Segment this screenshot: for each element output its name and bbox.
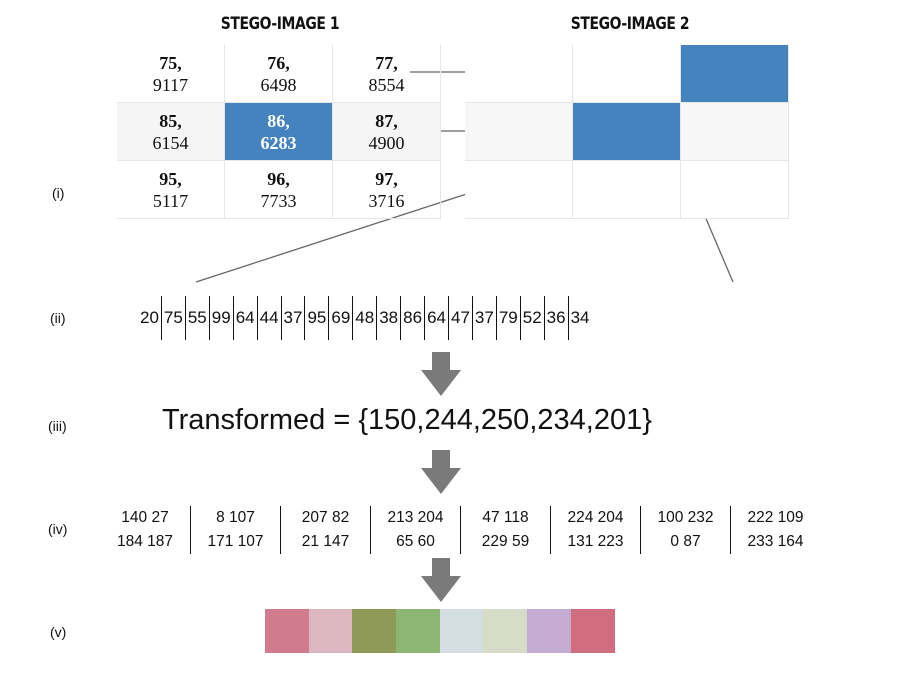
color-swatch (396, 609, 440, 653)
pixel-block-line: 229 59 (481, 533, 530, 550)
sequence-row: 20 75 55 99 64 44 37 95 69 48 38 86 64 47 37 79 52 36 34 (138, 296, 592, 340)
sequence-value: 95 (304, 296, 328, 340)
grid-cell-highlighted (573, 103, 681, 161)
pixel-block-line: 171 107 (207, 533, 264, 550)
pixel-block-line: 140 27 (121, 509, 169, 526)
sequence-value: 34 (567, 296, 592, 340)
grid-cell (681, 103, 789, 161)
sequence-value: 37 (471, 296, 496, 340)
pixel-block-line: 8 107 (216, 509, 255, 526)
pixel-block-line: 47 118 (482, 509, 529, 526)
sequence-value: 36 (543, 296, 568, 340)
sequence-value: 75 (160, 296, 185, 340)
down-arrow-2 (421, 450, 461, 494)
grid-cell: 97, 3716 (333, 161, 441, 219)
sequence-value: 79 (495, 296, 520, 340)
sequence-value: 99 (208, 296, 233, 340)
color-swatch (570, 609, 615, 653)
pixel-block: 213 204 65 60 (370, 506, 460, 554)
pixel-block: 100 232 0 87 (640, 506, 730, 554)
pixel-block: 207 82 21 147 (280, 506, 370, 554)
pixel-block-line: 233 164 (747, 533, 804, 550)
grid-cell (573, 161, 681, 219)
grid-cell: 75, 9117 (117, 45, 225, 103)
row-label-iv: (iv) (48, 521, 68, 537)
stego-image-1-grid: 75, 9117 76, 6498 77, 8554 85, 6154 86, 6283 … (117, 45, 441, 219)
down-arrow-1 (421, 352, 461, 396)
sequence-value: 86 (400, 296, 424, 340)
stego-image-1-title: STEGO-IMAGE 1 (220, 14, 340, 34)
pixel-block-line: 224 204 (567, 509, 624, 526)
color-swatch-row (265, 609, 615, 653)
pixel-block-line: 131 223 (567, 533, 624, 550)
grid-cell: 95, 5117 (117, 161, 225, 219)
down-arrow-3 (421, 558, 461, 602)
grid-cell: 76, 6498 (225, 45, 333, 103)
color-swatch (527, 609, 571, 653)
color-swatch (352, 609, 397, 653)
pixel-block: 224 204 131 223 (550, 506, 640, 554)
pixel-block: 140 27 184 187 (100, 506, 190, 554)
transformed-formula: Transformed = {150,244,250,234,201} (162, 404, 652, 436)
grid-cell: 96, 7733 (225, 161, 333, 219)
sequence-value: 64 (424, 296, 448, 340)
pixel-block: 47 118 229 59 (460, 506, 550, 554)
pixel-block: 222 109 233 164 (730, 506, 820, 554)
sequence-value: 47 (447, 296, 472, 340)
stego-image-2-grid (465, 45, 789, 219)
sequence-value: 20 (140, 308, 159, 327)
row-label-iii: (iii) (48, 418, 67, 434)
pixel-block-line: 184 187 (116, 533, 174, 550)
sequence-value: 52 (519, 296, 544, 340)
sequence-value: 69 (328, 296, 352, 340)
stego-image-2-title: STEGO-IMAGE 2 (570, 14, 690, 34)
row-label-v: (v) (50, 624, 67, 640)
grid-cell-highlighted: 86, 6283 (225, 103, 333, 161)
sequence-value: 44 (256, 296, 281, 340)
pixel-block-line: 222 109 (747, 509, 804, 526)
pixel-block: 8 107 171 107 (190, 506, 280, 554)
sequence-value: 55 (184, 296, 209, 340)
grid-cell (573, 45, 681, 103)
grid-cell: 85, 6154 (117, 103, 225, 161)
pixel-block-line: 65 60 (396, 533, 435, 550)
color-swatch (483, 609, 528, 653)
pixel-block-line: 100 232 (657, 509, 714, 526)
grid-cell: 87, 4900 (333, 103, 441, 161)
pixel-block-line: 213 204 (387, 509, 444, 526)
sequence-value: 38 (376, 296, 400, 340)
grid-cell (681, 161, 789, 219)
row-label-ii: (ii) (50, 310, 66, 326)
sequence-value: 64 (232, 296, 257, 340)
grid-cell (465, 103, 573, 161)
pixel-block-line: 207 82 (301, 509, 350, 526)
color-swatch (439, 609, 484, 653)
sequence-value: 37 (280, 296, 305, 340)
grid-cell-highlighted (681, 45, 789, 103)
block-row: 140 27 184 187 8 107 171 107 207 82 21 147 213… (100, 506, 820, 554)
row-label-i: (i) (52, 185, 65, 201)
color-swatch (308, 609, 353, 653)
pixel-block-line: 21 147 (301, 533, 350, 550)
grid-cell (465, 161, 573, 219)
color-swatch (265, 609, 309, 653)
sequence-value: 48 (352, 296, 376, 340)
pixel-block-line: 0 87 (670, 533, 701, 550)
grid-cell: 77, 8554 (333, 45, 441, 103)
grid-cell (465, 45, 573, 103)
